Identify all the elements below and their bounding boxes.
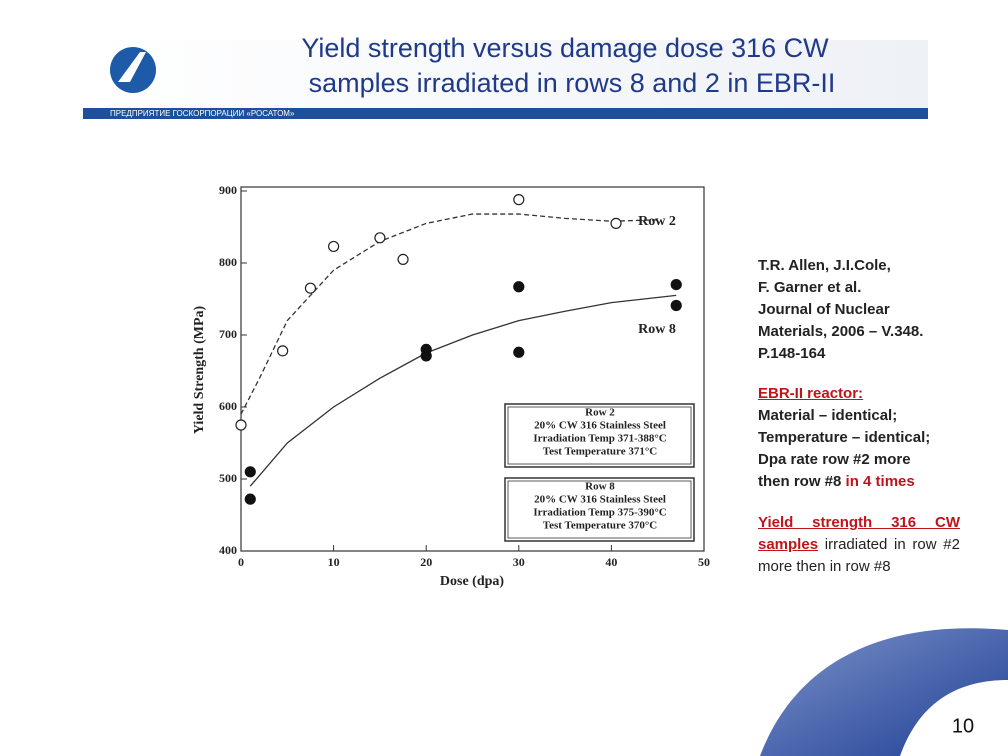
text: irradiated in row #2 more then in row #8 <box>758 536 960 575</box>
data-point <box>374 232 386 244</box>
data-point <box>397 253 409 265</box>
y-axis-label: Yield Strength (MPa) <box>192 306 207 435</box>
fit-curve <box>240 213 658 415</box>
legend-line: 20% CW 316 Stainless Steel <box>534 420 666 432</box>
org-line: ПРЕДПРИЯТИЕ ГОСКОРПОРАЦИИ «РОСАТОМ» <box>110 109 295 118</box>
text-line: Materials, 2006 – V.348. <box>758 323 924 340</box>
heading: EBR-II reactor: <box>758 385 864 402</box>
text-line: Temperature – identical; <box>758 429 931 446</box>
data-point <box>244 493 256 505</box>
highlight: in 4 times <box>845 473 915 490</box>
data-point <box>513 346 525 358</box>
text-line: Material – identical; <box>758 407 898 424</box>
data-point <box>235 419 247 431</box>
conclusion: Yield strength 316 CW samples irradiated… <box>758 512 960 578</box>
x-tick-label: 30 <box>513 555 525 569</box>
data-point <box>277 345 289 357</box>
series-label: Row 8 <box>638 322 676 337</box>
legend-box <box>504 477 695 542</box>
y-tick-label: 600 <box>219 399 237 413</box>
x-tick-label: 10 <box>328 555 340 569</box>
data-point <box>670 279 682 291</box>
page-number: 10 <box>952 715 974 737</box>
x-tick-label: 50 <box>698 555 710 569</box>
data-point <box>513 194 525 206</box>
legend-box-inner <box>507 480 692 539</box>
legend-line: 20% CW 316 Stainless Steel <box>534 494 666 506</box>
x-tick-label: 0 <box>238 555 244 569</box>
legend-line: Row 8 <box>585 481 615 493</box>
legend-box-inner <box>507 406 692 465</box>
text-line: T.R. Allen, J.I.Cole, <box>758 257 891 274</box>
plot-frame <box>240 186 705 552</box>
text-line: Dpa rate row #2 more <box>758 451 911 468</box>
swoosh-inner <box>900 680 1008 756</box>
data-point <box>670 299 682 312</box>
data-point <box>513 281 525 293</box>
legend-line: Row 2 <box>585 407 615 419</box>
data-point <box>420 350 432 362</box>
title: samples irradiated in rows 8 and 2 in EB… <box>309 68 836 98</box>
x-axis-label: Dose (dpa) <box>440 574 505 589</box>
legend-box <box>504 403 695 468</box>
header-bar <box>83 108 928 119</box>
text: then row #8 <box>758 473 842 490</box>
text-line: Journal of Nuclear <box>758 301 890 318</box>
x-tick-label: 40 <box>605 555 617 569</box>
data-point <box>304 282 317 294</box>
logo-mark <box>118 52 146 82</box>
header-band <box>83 40 928 108</box>
y-tick-label: 800 <box>219 255 237 269</box>
y-tick-label: 900 <box>219 183 237 197</box>
data-point <box>328 240 340 253</box>
text-line: F. Garner et al. <box>758 279 862 296</box>
citation: T.R. Allen, J.I.Cole, F. Garner et al. J… <box>758 255 960 365</box>
text-line: then row #8 in 4 times <box>758 471 988 493</box>
reactor-note: EBR-II reactor: Material – identical; Te… <box>758 383 988 493</box>
text-line: P.148-164 <box>758 345 826 362</box>
data-point <box>244 466 256 478</box>
fit-curve <box>249 294 677 487</box>
highlight: Yield strength 316 CW samples <box>758 514 960 553</box>
legend-line: Test Temperature 371°C <box>543 446 657 458</box>
x-tick-label: 20 <box>420 555 432 569</box>
legend-line: Test Temperature 370°C <box>543 520 657 532</box>
y-tick-label: 500 <box>219 471 237 485</box>
data-point <box>610 217 622 229</box>
series-label: Row 2 <box>638 214 676 229</box>
legend-line: Irradiation Temp 371-388°C <box>533 433 666 445</box>
title: Yield strength versus damage dose 316 CW <box>301 33 829 63</box>
y-tick-label: 700 <box>219 327 237 341</box>
y-tick-label: 400 <box>219 543 237 557</box>
legend-line: Irradiation Temp 375-390°C <box>533 507 666 519</box>
